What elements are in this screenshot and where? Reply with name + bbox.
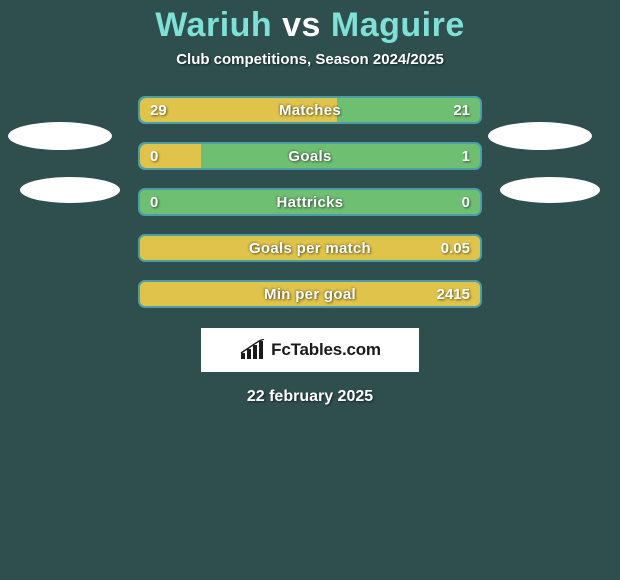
stat-label: Min per goal — [140, 282, 480, 306]
player1-name: Wariuh — [155, 6, 272, 44]
placeholder-ellipse — [500, 177, 600, 203]
placeholder-ellipse — [488, 122, 592, 150]
stat-value-left: 0 — [150, 190, 158, 214]
stat-value-right: 2415 — [437, 282, 470, 306]
stat-label: Matches — [140, 98, 480, 122]
stat-bar: Goals per match0.05 — [138, 234, 482, 262]
stat-label: Goals per match — [140, 236, 480, 260]
stat-bar: Matches29 21 — [138, 96, 482, 124]
stat-value-left: 0 — [150, 144, 158, 168]
stat-bar: Hattricks0 0 — [138, 188, 482, 216]
stat-bar: Goals0 1 — [138, 142, 482, 170]
player2-name: Maguire — [331, 6, 465, 44]
brand-chart-icon — [239, 339, 265, 361]
stat-label: Hattricks — [140, 190, 480, 214]
placeholder-ellipse — [20, 177, 120, 203]
comparison-card: Wariuh vs Maguire Club competitions, Sea… — [0, 0, 620, 580]
stat-value-right: 21 — [453, 98, 470, 122]
stat-label: Goals — [140, 144, 480, 168]
stat-value-left: 29 — [150, 98, 167, 122]
vs-word: vs — [282, 6, 321, 44]
date-text: 22 february 2025 — [0, 388, 620, 406]
stat-value-right: 1 — [462, 144, 470, 168]
stat-bars: Matches2921Goals01Hattricks00Goals per m… — [138, 96, 482, 308]
stat-bar: Min per goal2415 — [138, 280, 482, 308]
page-title: Wariuh vs Maguire — [0, 0, 620, 45]
brand-text: FcTables.com — [271, 340, 381, 360]
brand-box: FcTables.com — [201, 328, 419, 372]
stat-value-right: 0 — [462, 190, 470, 214]
stat-value-right: 0.05 — [441, 236, 470, 260]
placeholder-ellipse — [8, 122, 112, 150]
subtitle: Club competitions, Season 2024/2025 — [0, 51, 620, 68]
